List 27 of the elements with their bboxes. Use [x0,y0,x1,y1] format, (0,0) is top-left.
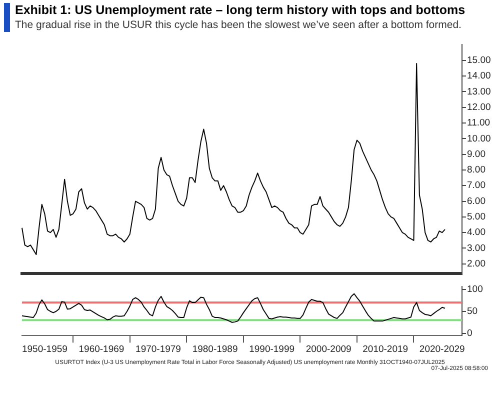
x-tick-label: 2000-2009 [306,344,352,355]
y-tick-label: 6.00 [467,196,486,207]
y-tick-label: 15.00 [467,54,491,66]
y-tick-label: 0 [467,328,472,340]
y-tick-label: 8.00 [467,164,486,176]
x-tick-label: 1990-1999 [249,344,295,355]
y-tick-label: 2.00 [467,258,486,270]
x-tick-label: 1950-1959 [22,344,68,355]
x-tick-label: 2010-2019 [362,344,408,355]
y-tick-label: 10.00 [467,133,491,144]
x-tick-label: 1960-1969 [78,344,124,355]
x-tick-label: 1980-1989 [192,344,238,355]
x-tick-label: 2020-2029 [419,344,465,355]
chart-title: Exhibit 1: US Unemployment rate – long term history with tops and bottoms [15,3,466,18]
y-tick-label: 3.00 [467,242,486,254]
y-tick-label: 5.00 [467,212,486,223]
y-tick-label: 13.00 [467,86,491,98]
y-tick-label: 4.00 [467,227,486,238]
y-tick-label: 7.00 [467,180,486,192]
y-tick-label: 11.00 [467,118,490,129]
chart-subtitle: The gradual rise in the USUR this cycle has been the slowest we’ve seen after a bottom formed. [15,18,462,32]
y-tick-label: 14.00 [467,70,491,82]
y-tick-label: 50 [467,306,478,317]
y-tick-label: 12.00 [467,102,491,113]
x-tick-label: 1970-1979 [136,344,181,355]
y-tick-label: 100 [467,284,483,295]
y-tick-label: 9.00 [467,148,486,160]
